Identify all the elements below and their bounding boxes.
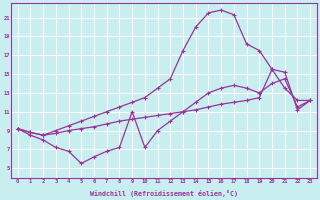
X-axis label: Windchill (Refroidissement éolien,°C): Windchill (Refroidissement éolien,°C)	[90, 190, 238, 197]
